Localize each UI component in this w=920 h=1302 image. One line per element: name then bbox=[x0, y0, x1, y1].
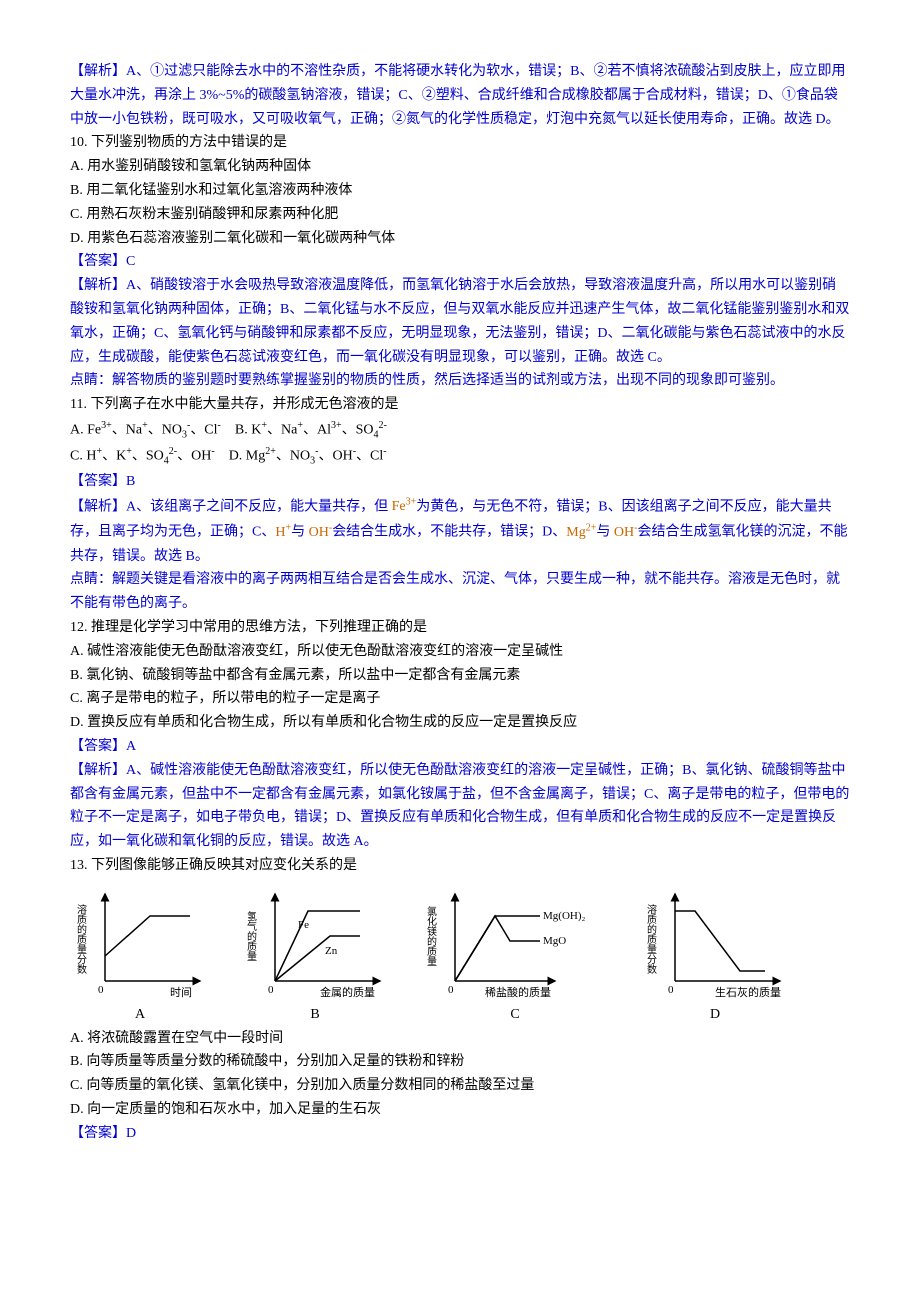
q10-option-a: A. 用水鉴别硝酸铵和氢氧化钠两种固体 bbox=[70, 155, 850, 179]
chart-d: 溶质的质量分数 0 生石灰的质量 D bbox=[640, 886, 790, 1027]
q11-num: 11. bbox=[70, 397, 87, 412]
answer-value: C bbox=[126, 254, 135, 269]
analysis-label: 【解析】 bbox=[70, 278, 126, 293]
chart-c-ylabel: 氯化镁的质量 bbox=[425, 905, 437, 966]
chart-a-origin: 0 bbox=[98, 984, 104, 996]
q12-option-d: D. 置换反应有单质和化合物生成，所以有单质和化合物生成的反应一定是置换反应 bbox=[70, 711, 850, 735]
analysis-text: A、硝酸铵溶于水会吸热导致溶液温度降低，而氢氧化钠溶于水后会放热，导致溶液温度升… bbox=[70, 278, 849, 364]
chart-b-origin: 0 bbox=[268, 984, 274, 996]
q11-options-row1: A. Fe3+、Na+、NO3-、Cl- B. K+、Na+、Al3+、SO42… bbox=[70, 417, 850, 443]
q10-tip: 点睛：解答物质的鉴别题时要熟练掌握鉴别的物质的性质，然后选择适当的试剂或方法，出… bbox=[70, 369, 850, 393]
q12-num: 12. bbox=[70, 620, 88, 635]
chart-b-svg: Fe Zn 氢气的质量 0 金属的质量 bbox=[240, 886, 390, 1001]
q11-answer: 【答案】B bbox=[70, 470, 850, 494]
chart-c-origin: 0 bbox=[448, 984, 454, 996]
chart-d-origin: 0 bbox=[668, 984, 674, 996]
q12-analysis: 【解析】A、碱性溶液能使无色酚酞溶液变红，所以使无色酚酞溶液变红的溶液一定呈碱性… bbox=[70, 759, 850, 854]
q11-tip: 点睛：解题关键是看溶液中的离子两两相互结合是否会生成水、沉淀、气体，只要生成一种… bbox=[70, 568, 850, 616]
charts-row: 溶质的质量分数 0 时间 A Fe Zn 氢气的质量 0 金属的质量 B bbox=[70, 886, 850, 1027]
q13-option-b: B. 向等质量等质量分数的稀硫酸中，分别加入足量的铁粉和锌粉 bbox=[70, 1050, 850, 1074]
q11-stem: 11. 下列离子在水中能大量共存，并形成无色溶液的是 bbox=[70, 393, 850, 417]
chart-d-xlabel: 生石灰的质量 bbox=[715, 985, 781, 999]
analysis-text: A、碱性溶液能使无色酚酞溶液变红，所以使无色酚酞溶液变红的溶液一定呈碱性，正确；… bbox=[70, 763, 849, 849]
q11-stem-text: 下列离子在水中能大量共存，并形成无色溶液的是 bbox=[90, 397, 398, 412]
chart-a-letter: A bbox=[70, 1003, 210, 1027]
q13-option-c: C. 向等质量的氧化镁、氢氧化镁中，分别加入质量分数相同的稀盐酸至过量 bbox=[70, 1074, 850, 1098]
chart-d-svg: 溶质的质量分数 0 生石灰的质量 bbox=[640, 886, 790, 1001]
q12-answer: 【答案】A bbox=[70, 735, 850, 759]
q12-option-b: B. 氯化钠、硫酸铜等盐中都含有金属元素，所以盐中一定都含有金属元素 bbox=[70, 664, 850, 688]
q13-option-d: D. 向一定质量的饱和石灰水中，加入足量的生石灰 bbox=[70, 1098, 850, 1122]
q12-option-c: C. 离子是带电的粒子，所以带电的粒子一定是离子 bbox=[70, 687, 850, 711]
answer-value: D bbox=[126, 1126, 136, 1141]
q10-num: 10. bbox=[70, 135, 88, 150]
q10-option-d: D. 用紫色石蕊溶液鉴别二氧化碳和一氧化碳两种气体 bbox=[70, 227, 850, 251]
analysis-label: 【解析】 bbox=[70, 763, 126, 778]
chart-d-letter: D bbox=[640, 1003, 790, 1027]
analysis-text: A、①过滤只能除去水中的不溶性杂质，不能将硬水转化为软水，错误；B、②若不慎将浓… bbox=[70, 64, 845, 127]
chart-a-ylabel: 溶质的质量分数 bbox=[75, 903, 87, 975]
q13-option-a: A. 将浓硫酸露置在空气中一段时间 bbox=[70, 1027, 850, 1051]
analysis-label: 【解析】 bbox=[70, 64, 126, 79]
chart-b-xlabel: 金属的质量 bbox=[320, 985, 375, 999]
q10-answer: 【答案】C bbox=[70, 250, 850, 274]
q13-stem-text: 下列图像能够正确反映其对应变化关系的是 bbox=[91, 858, 357, 873]
chart-c-xlabel: 稀盐酸的质量 bbox=[485, 985, 551, 999]
chart-c: Mg(OH)₂ MgO 氯化镁的质量 0 稀盐酸的质量 C bbox=[420, 886, 610, 1027]
chart-c-series1: Mg(OH)₂ bbox=[543, 910, 585, 922]
q9-analysis: 【解析】A、①过滤只能除去水中的不溶性杂质，不能将硬水转化为软水，错误；B、②若… bbox=[70, 60, 850, 131]
q12-stem: 12. 推理是化学学习中常用的思维方法，下列推理正确的是 bbox=[70, 616, 850, 640]
analysis-label: 【解析】 bbox=[70, 499, 126, 514]
answer-label: 【答案】 bbox=[70, 254, 126, 269]
q12-stem-text: 推理是化学学习中常用的思维方法，下列推理正确的是 bbox=[91, 620, 427, 635]
chart-b-letter: B bbox=[240, 1003, 390, 1027]
chart-d-ylabel: 溶质的质量分数 bbox=[645, 903, 657, 975]
chart-a-xlabel: 时间 bbox=[170, 986, 192, 999]
chart-b-series-fe: Fe bbox=[298, 919, 309, 931]
q11-options-row2: C. H+、K+、SO42-、OH- D. Mg2+、NO3-、OH-、Cl- bbox=[70, 443, 850, 469]
chart-a-svg: 溶质的质量分数 0 时间 bbox=[70, 886, 210, 1001]
q10-stem: 10. 下列鉴别物质的方法中错误的是 bbox=[70, 131, 850, 155]
chart-b-series-zn: Zn bbox=[325, 945, 338, 957]
q10-analysis: 【解析】A、硝酸铵溶于水会吸热导致溶液温度降低，而氢氧化钠溶于水后会放热，导致溶… bbox=[70, 274, 850, 369]
answer-value: B bbox=[126, 474, 135, 489]
q12-option-a: A. 碱性溶液能使无色酚酞溶液变红，所以使无色酚酞溶液变红的溶液一定呈碱性 bbox=[70, 640, 850, 664]
chart-a: 溶质的质量分数 0 时间 A bbox=[70, 886, 210, 1027]
answer-value: A bbox=[126, 739, 136, 754]
q10-stem-text: 下列鉴别物质的方法中错误的是 bbox=[91, 135, 287, 150]
answer-label: 【答案】 bbox=[70, 739, 126, 754]
q13-num: 13. bbox=[70, 858, 88, 873]
chart-c-svg: Mg(OH)₂ MgO 氯化镁的质量 0 稀盐酸的质量 bbox=[420, 886, 610, 1001]
answer-label: 【答案】 bbox=[70, 474, 126, 489]
q13-stem: 13. 下列图像能够正确反映其对应变化关系的是 bbox=[70, 854, 850, 878]
q10-option-c: C. 用熟石灰粉末鉴别硝酸钾和尿素两种化肥 bbox=[70, 203, 850, 227]
chart-c-letter: C bbox=[420, 1003, 610, 1027]
chart-b-ylabel: 氢气的质量 bbox=[245, 910, 257, 961]
q10-option-b: B. 用二氧化锰鉴别水和过氧化氢溶液两种液体 bbox=[70, 179, 850, 203]
chart-c-series2: MgO bbox=[543, 935, 566, 947]
chart-b: Fe Zn 氢气的质量 0 金属的质量 B bbox=[240, 886, 390, 1027]
q11-analysis: 【解析】A、该组离子之间不反应，能大量共存，但 Fe3+为黄色，与无色不符，错误… bbox=[70, 494, 850, 569]
answer-label: 【答案】 bbox=[70, 1126, 126, 1141]
q13-answer: 【答案】D bbox=[70, 1122, 850, 1146]
